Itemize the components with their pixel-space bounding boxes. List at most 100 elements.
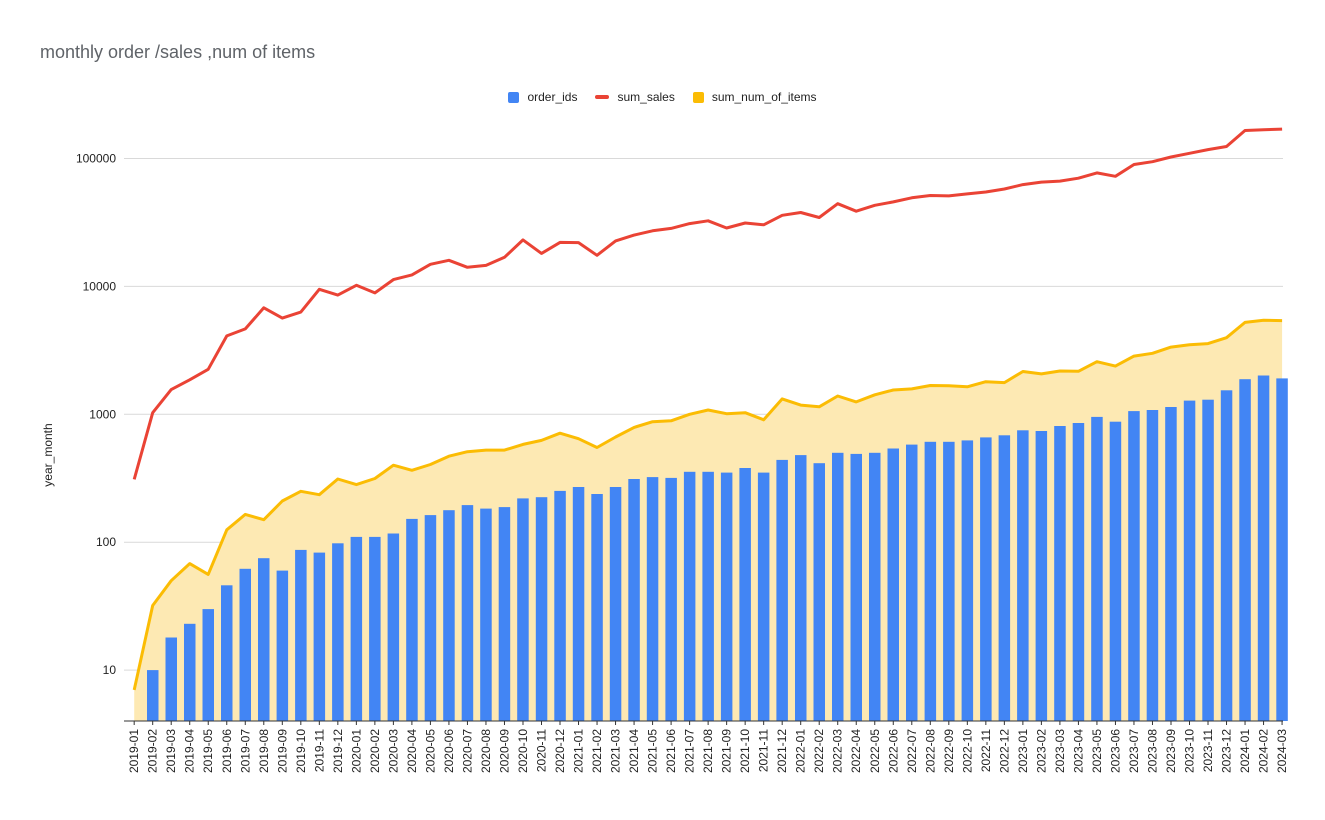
x-tick-label-2022-01: 2022-01	[794, 729, 808, 773]
axes: 10 100 1000 10000 100000 2019-01 2019-02 2019-0…	[76, 152, 1289, 774]
legend-swatch-sum-sales	[595, 95, 610, 99]
bar-order-ids-2021-03	[609, 487, 622, 721]
bar-order-ids-2019-05	[202, 609, 214, 721]
legend-label-sum-num-of-items: sum_num_of_items	[711, 90, 817, 104]
bar-order-ids-2019-07	[239, 568, 251, 721]
bar-order-ids-2019-10	[295, 549, 307, 721]
x-tick-label-2023-12: 2023-12	[1220, 729, 1234, 773]
x-tick-label-2023-07: 2023-07	[1127, 729, 1141, 773]
x-tick-label-2020-12: 2020-12	[553, 729, 567, 773]
x-tick-label-2022-03: 2022-03	[831, 729, 845, 773]
bar-order-ids-2021-02	[591, 494, 603, 721]
bar-order-ids-2023-05	[1091, 416, 1103, 721]
bar-order-ids-2022-12	[998, 435, 1011, 721]
bar-order-ids-2019-11	[313, 552, 326, 721]
bar-order-ids-2023-01	[1017, 430, 1029, 721]
bar-order-ids-2023-03	[1054, 426, 1066, 721]
bar-order-ids-2022-03	[832, 452, 844, 721]
x-tick-label-2020-05: 2020-05	[423, 729, 437, 773]
x-tick-label-2022-10: 2022-10	[960, 729, 974, 773]
x-tick-label-2022-09: 2022-09	[942, 729, 956, 773]
x-tick-label-2019-05: 2019-05	[201, 729, 215, 773]
x-tick-label-2020-02: 2020-02	[368, 729, 382, 773]
x-tick-label-2021-06: 2021-06	[664, 729, 678, 773]
series-lines	[132, 127, 1283, 691]
x-tick-label-2021-01: 2021-01	[572, 729, 586, 773]
x-tick-label-2021-03: 2021-03	[609, 729, 623, 773]
y-tick-label-100000: 100000	[76, 152, 116, 166]
legend-item-sum-sales[interactable]: sum_sales	[595, 90, 675, 104]
bar-order-ids-2023-08	[1146, 410, 1159, 721]
x-tick-label-2020-08: 2020-08	[479, 729, 493, 773]
bar-order-ids-2020-07	[461, 505, 474, 721]
legend-swatch-order-ids	[508, 91, 520, 103]
bar-order-ids-2024-01	[1239, 379, 1251, 721]
x-tick-label-2024-03: 2024-03	[1275, 729, 1289, 773]
bar-order-ids-2019-03	[165, 637, 177, 721]
x-tick-label-2021-12: 2021-12	[775, 729, 789, 773]
bar-order-ids-2020-04	[406, 518, 418, 721]
bar-order-ids-2019-08	[258, 558, 270, 721]
x-tick-label-2019-08: 2019-08	[257, 729, 271, 773]
x-tick-label-2022-06: 2022-06	[886, 729, 900, 773]
y-tick-label-1000: 1000	[89, 407, 116, 421]
bar-order-ids-2024-02	[1257, 375, 1270, 721]
bar-order-ids-2022-09	[943, 441, 955, 721]
bar-order-ids-2021-05	[646, 477, 659, 721]
order-ids-bars	[147, 375, 1288, 721]
x-tick-label-2023-04: 2023-04	[1071, 729, 1085, 773]
bar-order-ids-2022-04	[850, 453, 862, 721]
bar-order-ids-2019-04	[184, 623, 196, 721]
x-tick-label-2024-02: 2024-02	[1257, 729, 1271, 773]
x-tick-label-2022-08: 2022-08	[923, 729, 937, 773]
legend-swatch-sum-num-of-items	[692, 91, 704, 103]
bar-order-ids-2021-04	[628, 479, 640, 721]
bar-order-ids-2022-08	[924, 441, 937, 721]
x-tick-label-2019-07: 2019-07	[238, 729, 252, 773]
y-axis-label: year_month	[41, 423, 55, 486]
bar-order-ids-2020-12	[554, 490, 566, 721]
x-tick-label-2022-12: 2022-12	[997, 729, 1011, 773]
line-sum-sales	[132, 127, 1283, 480]
x-tick-label-2021-02: 2021-02	[590, 729, 604, 773]
bar-order-ids-2019-12	[332, 543, 344, 721]
x-tick-label-2021-08: 2021-08	[701, 729, 715, 773]
y-tick-label-10: 10	[103, 663, 117, 677]
x-tick-label-2021-05: 2021-05	[646, 729, 660, 773]
bar-order-ids-2021-12	[776, 459, 788, 721]
bar-order-ids-2020-02	[369, 536, 381, 721]
x-tick-label-2020-11: 2020-11	[535, 729, 549, 772]
x-tick-label-2020-04: 2020-04	[405, 729, 419, 773]
bar-order-ids-2023-09	[1165, 407, 1177, 721]
x-tick-label-2021-10: 2021-10	[738, 729, 752, 773]
bar-order-ids-2023-06	[1109, 421, 1122, 721]
legend-item-sum-num-of-items[interactable]: sum_num_of_items	[692, 90, 817, 104]
bar-order-ids-2023-11	[1202, 399, 1214, 721]
line-sum-num-of-items	[132, 318, 1283, 691]
bar-order-ids-2021-06	[665, 477, 677, 721]
x-tick-label-2023-08: 2023-08	[1146, 729, 1160, 773]
bar-order-ids-2021-01	[572, 487, 585, 721]
x-tick-label-2020-09: 2020-09	[498, 729, 512, 773]
bar-order-ids-2023-02	[1035, 431, 1048, 721]
x-tick-label-2022-04: 2022-04	[849, 729, 863, 773]
bar-order-ids-2021-11	[757, 472, 770, 721]
x-tick-label-2019-06: 2019-06	[220, 729, 234, 773]
x-tick-label-2021-09: 2021-09	[720, 729, 734, 773]
legend-item-order-ids[interactable]: order_ids	[508, 90, 577, 104]
x-tick-label-2020-07: 2020-07	[460, 729, 474, 773]
bar-order-ids-2022-07	[906, 444, 918, 721]
bar-order-ids-2019-02	[147, 670, 159, 721]
bar-order-ids-2020-01	[350, 536, 363, 721]
x-tick-label-2019-01: 2019-01	[127, 729, 141, 773]
x-tick-label-2023-06: 2023-06	[1108, 729, 1122, 773]
x-tick-label-2021-11: 2021-11	[757, 729, 771, 772]
x-tick-label-2022-07: 2022-07	[905, 729, 919, 773]
x-tick-label-2019-03: 2019-03	[164, 729, 178, 773]
y-tick-label-10000: 10000	[83, 279, 117, 293]
bar-order-ids-2020-05	[424, 515, 437, 721]
x-tick-label-2020-01: 2020-01	[349, 729, 363, 773]
x-tick-label-2020-03: 2020-03	[386, 729, 400, 773]
